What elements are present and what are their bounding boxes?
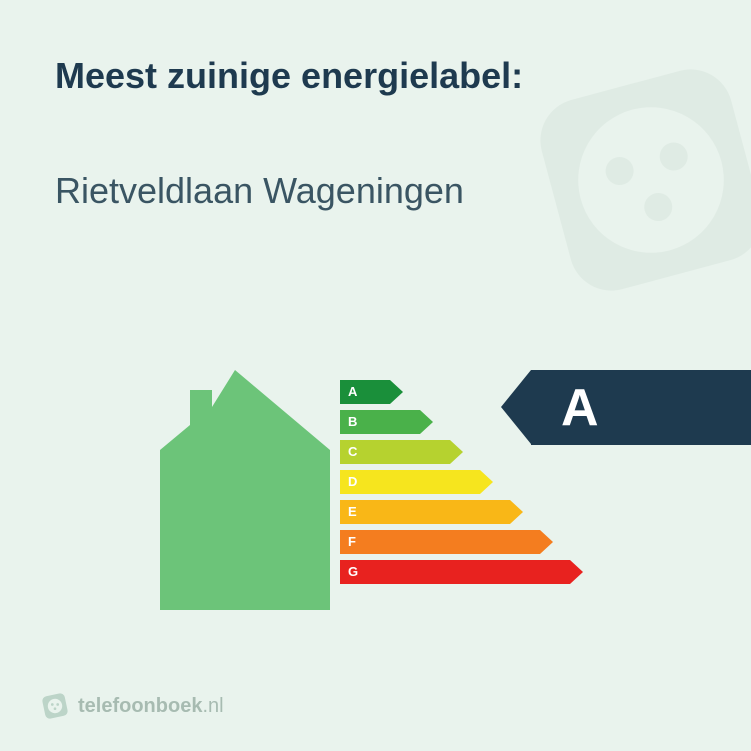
house-icon bbox=[140, 370, 330, 610]
bar-body bbox=[340, 500, 510, 524]
bar-arrow-icon bbox=[420, 410, 433, 434]
bar-arrow-icon bbox=[510, 500, 523, 524]
footer-brand: telefoonboek.nl bbox=[78, 695, 224, 718]
bar-letter: F bbox=[348, 530, 356, 554]
bar-body bbox=[340, 560, 570, 584]
selected-energy-label: A bbox=[531, 370, 751, 445]
bar-arrow-icon bbox=[570, 560, 583, 584]
bar-letter: B bbox=[348, 410, 357, 434]
bar-arrow-icon bbox=[540, 530, 553, 554]
footer-logo: telefoonboek.nl bbox=[40, 691, 224, 721]
bar-letter: G bbox=[348, 560, 358, 584]
bar-body bbox=[340, 470, 480, 494]
bar-body bbox=[340, 530, 540, 554]
bar-arrow-icon bbox=[480, 470, 493, 494]
bar-letter: C bbox=[348, 440, 357, 464]
bar-letter: A bbox=[348, 380, 357, 404]
bar-arrow-icon bbox=[450, 440, 463, 464]
bar-letter: D bbox=[348, 470, 357, 494]
location-subtitle: Rietveldlaan Wageningen bbox=[55, 170, 464, 212]
phonebook-icon bbox=[40, 691, 70, 721]
footer-brand-bold: telefoonboek bbox=[78, 695, 202, 717]
bar-letter: E bbox=[348, 500, 357, 524]
footer-brand-light: .nl bbox=[202, 695, 223, 717]
bar-arrow-icon bbox=[390, 380, 403, 404]
selected-label-letter: A bbox=[561, 378, 599, 438]
page-title: Meest zuinige energielabel: bbox=[55, 55, 523, 97]
